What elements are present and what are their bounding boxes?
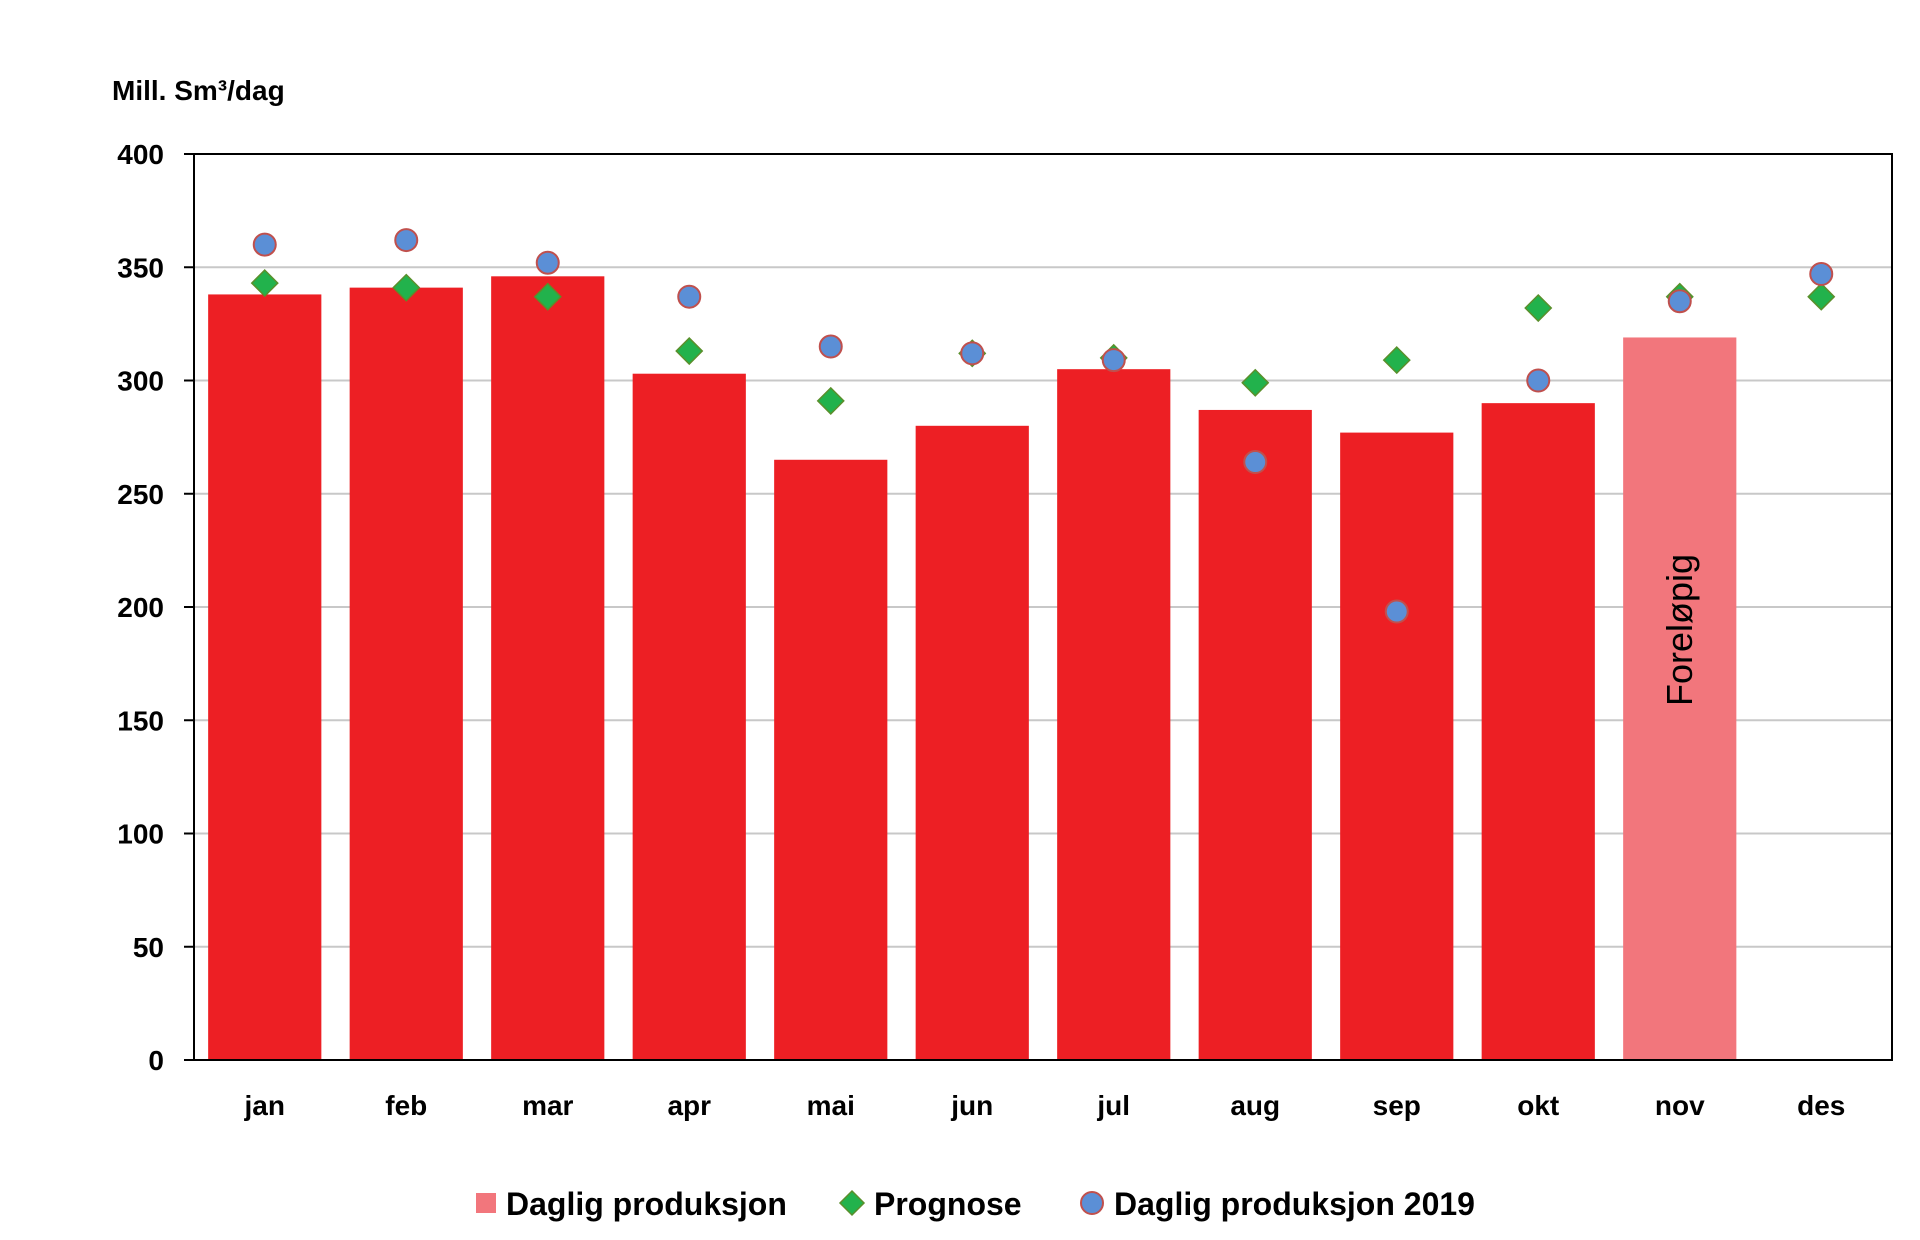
production-2019-marker <box>394 228 419 253</box>
legend-label-prognose: Prognose <box>874 1186 1022 1222</box>
prognose-marker <box>1382 346 1411 375</box>
x-tick-label: feb <box>385 1090 427 1121</box>
bar-annotation: Foreløpig <box>1659 554 1700 706</box>
bar <box>1198 409 1312 1060</box>
x-tick-label: apr <box>667 1090 711 1121</box>
production-2019-marker <box>818 334 843 359</box>
prognose-marker <box>533 282 562 311</box>
production-2019-marker <box>1243 450 1268 475</box>
prognose-marker <box>1807 282 1836 311</box>
production-2019-marker <box>1101 348 1126 373</box>
legend-label-daglig-produksjon: Daglig produksjon <box>506 1186 787 1222</box>
bar <box>349 287 463 1060</box>
prognose-marker <box>250 269 279 298</box>
x-tick-label: des <box>1797 1090 1845 1121</box>
x-tick-label: okt <box>1517 1090 1559 1121</box>
bar <box>1623 337 1737 1061</box>
bar <box>491 276 605 1060</box>
production-2019-marker <box>677 284 702 309</box>
production-2019-marker <box>252 232 277 257</box>
markers <box>250 228 1836 624</box>
bar <box>1340 432 1454 1061</box>
production-2019-marker <box>535 250 560 275</box>
bars <box>208 276 1737 1061</box>
y-tick-label: 0 <box>148 1045 164 1076</box>
prognose-marker <box>1241 368 1270 397</box>
x-tick-label: mai <box>807 1090 855 1121</box>
legend: Daglig produksjon Prognose Daglig produksj… <box>476 1186 1475 1222</box>
x-tick-label: nov <box>1655 1090 1705 1121</box>
production-2019-marker <box>1526 368 1551 393</box>
legend-swatch-bar <box>476 1193 496 1213</box>
x-tick-label: aug <box>1230 1090 1280 1121</box>
y-tick-label: 150 <box>117 705 164 736</box>
y-tick-label: 50 <box>133 932 164 963</box>
y-tick-label: 100 <box>117 819 164 850</box>
bar <box>632 373 746 1061</box>
y-axis-unit-label: Mill. Sm³/dag <box>112 75 285 106</box>
bar <box>1057 369 1171 1060</box>
y-tick-labels: 0 50 100 150 200 250 300 350 400 <box>117 139 194 1076</box>
prognose-marker <box>816 386 845 415</box>
bar <box>915 425 1029 1060</box>
y-tick-label: 250 <box>117 479 164 510</box>
production-2019-marker <box>1384 599 1409 624</box>
production-2019-marker <box>1809 262 1834 287</box>
prognose-marker <box>1524 293 1553 323</box>
production-2019-marker <box>1667 289 1692 314</box>
legend-swatch-2019 <box>1080 1191 1104 1215</box>
y-tick-label: 350 <box>117 252 164 283</box>
bar <box>1481 403 1595 1060</box>
legend-label-daglig-produksjon-2019: Daglig produksjon 2019 <box>1114 1186 1475 1222</box>
x-tick-label: mar <box>522 1090 573 1121</box>
x-tick-label: sep <box>1373 1090 1421 1121</box>
bar <box>774 459 888 1060</box>
y-tick-label: 200 <box>117 592 164 623</box>
x-tick-label: jan <box>244 1090 285 1121</box>
production-2019-marker <box>960 341 985 366</box>
legend-swatch-prognose <box>838 1189 866 1217</box>
x-tick-labels: jan feb mar apr mai jun jul aug sep okt nov des <box>244 1090 1846 1121</box>
x-tick-label: jul <box>1096 1090 1130 1121</box>
x-tick-label: jun <box>950 1090 993 1121</box>
prognose-marker <box>392 273 421 302</box>
bar <box>208 294 322 1060</box>
annotations: Foreløpig <box>1659 554 1700 706</box>
y-tick-label: 300 <box>117 366 164 397</box>
y-tick-label: 400 <box>117 139 164 170</box>
prognose-marker <box>675 336 704 366</box>
